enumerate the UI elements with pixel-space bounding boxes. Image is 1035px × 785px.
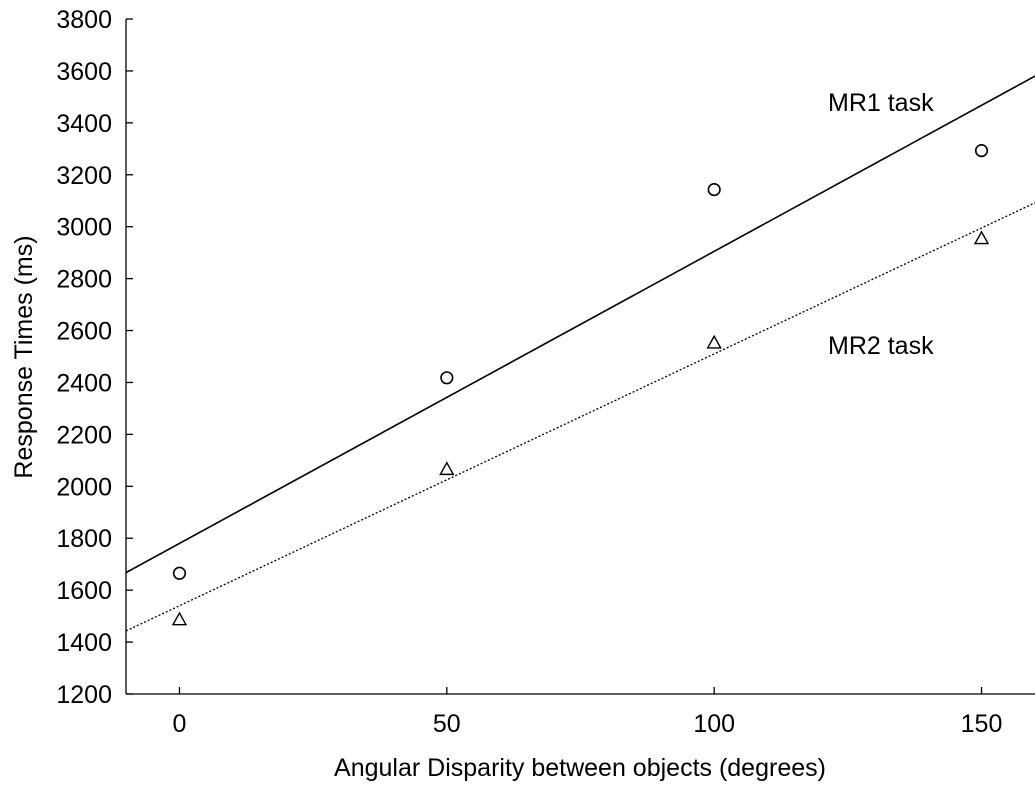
data-point-mr1 xyxy=(172,566,187,580)
y-tick-label: 1200 xyxy=(56,681,112,709)
y-tick-label: 1800 xyxy=(56,525,112,553)
data-point-mr2 xyxy=(973,230,990,245)
data-point-mr1 xyxy=(440,371,454,385)
data-point-mr2 xyxy=(439,461,455,476)
data-point-mr2 xyxy=(706,334,722,349)
x-tick-label: 100 xyxy=(693,710,735,738)
y-tick-label: 2400 xyxy=(56,369,112,397)
y-tick-label: 1400 xyxy=(56,629,112,657)
x-tick-label: 50 xyxy=(433,710,461,738)
fit-lines xyxy=(125,75,1035,632)
data-point-mr2 xyxy=(171,611,188,626)
series-label-mr1: MR1 task xyxy=(828,89,934,117)
x-tick-label: 0 xyxy=(173,710,187,738)
labels: Angular Disparity between objects (degre… xyxy=(10,89,934,782)
series-label-mr2: MR2 task xyxy=(828,332,934,360)
y-tick-label: 1600 xyxy=(56,577,112,605)
y-tick-label: 2600 xyxy=(56,318,112,346)
y-tick-label: 3200 xyxy=(56,162,112,190)
y-tick-label: 3400 xyxy=(56,110,112,138)
axes: 1200 1400 1600 1800 2000 2200 2400 2600 2800 3000… xyxy=(56,6,1035,738)
fit-line-mr2 xyxy=(125,202,1035,632)
x-axis-label: Angular Disparity between objects (degre… xyxy=(334,754,826,782)
x-tick-label: 150 xyxy=(961,710,1003,738)
data-point-mr1 xyxy=(974,144,989,158)
fit-line-mr1 xyxy=(125,75,1035,574)
y-tick-label: 2800 xyxy=(56,266,112,294)
y-axis-label: Response Times (ms) xyxy=(10,235,38,478)
y-tick-label: 3800 xyxy=(56,6,112,34)
data-point-mr1 xyxy=(707,182,721,197)
data-points xyxy=(171,144,990,626)
y-tick-label: 3000 xyxy=(56,214,112,242)
y-tick-label: 2000 xyxy=(56,473,112,501)
y-tick-label: 2200 xyxy=(56,421,112,449)
y-tick-label: 3600 xyxy=(56,58,112,86)
